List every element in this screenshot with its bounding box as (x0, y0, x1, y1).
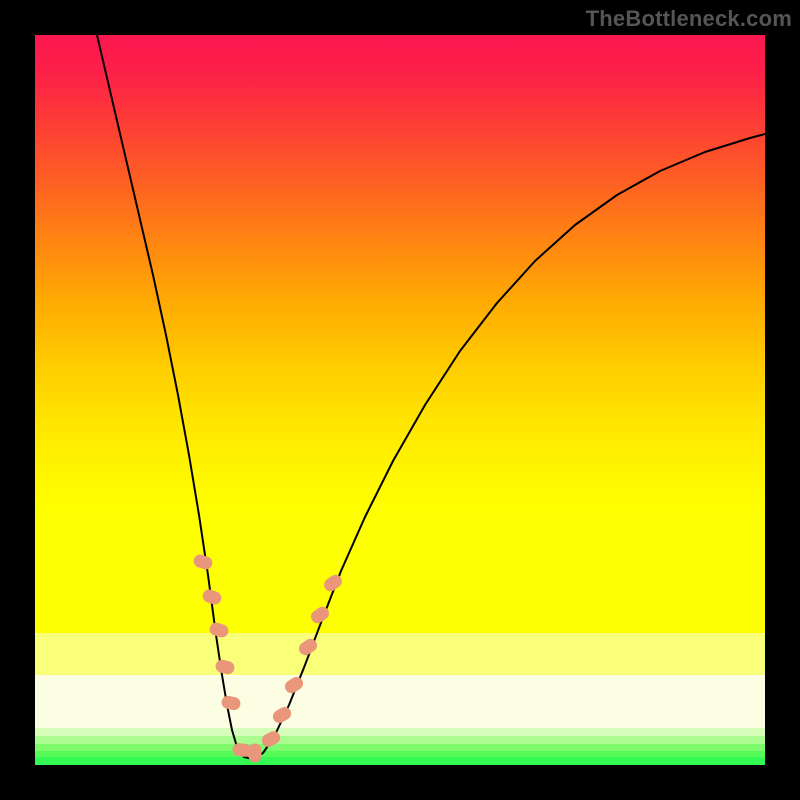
plot-area (35, 35, 765, 765)
curve-svg (35, 35, 765, 765)
frame-left (0, 0, 35, 800)
curve-marker (271, 705, 293, 724)
curve-marker (193, 554, 214, 571)
bottleneck-curve (97, 35, 765, 759)
curve-marker (283, 675, 305, 695)
curve-marker (260, 729, 282, 748)
frame-bottom (0, 765, 800, 800)
curve-marker (249, 744, 261, 762)
curve-marker (209, 622, 230, 638)
curve-marker (215, 659, 235, 675)
watermark-text: TheBottleneck.com (586, 6, 792, 32)
figure-root: TheBottleneck.com (0, 0, 800, 800)
curve-marker (297, 637, 319, 657)
curve-marker (221, 695, 241, 710)
curve-marker (322, 573, 344, 593)
curve-marker (202, 589, 223, 606)
frame-right (765, 0, 800, 800)
